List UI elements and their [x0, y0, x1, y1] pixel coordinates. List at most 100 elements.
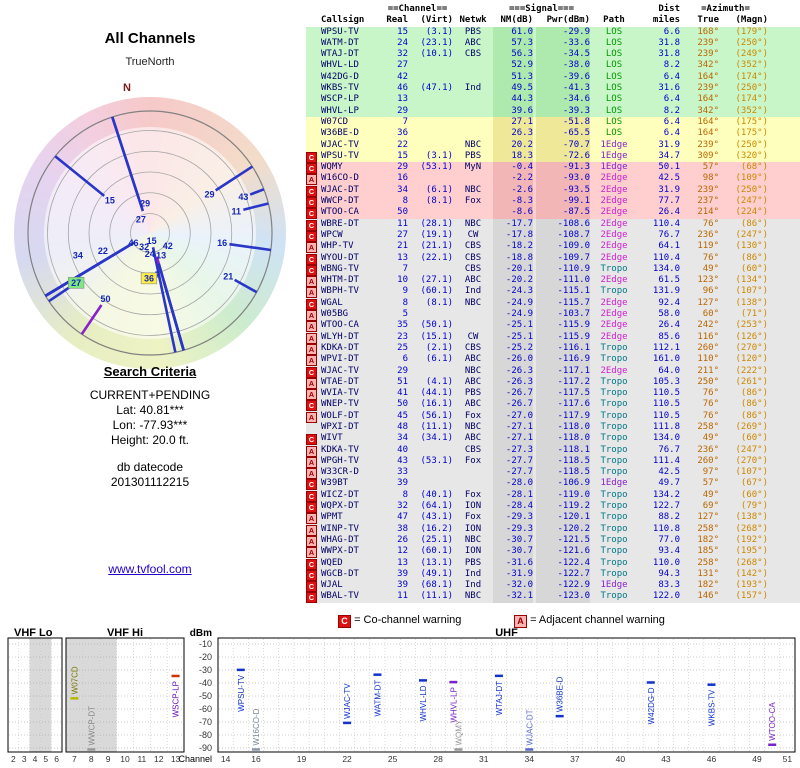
tr-cell: 164°	[697, 116, 719, 127]
callsign-cell[interactable]: W05BG	[321, 309, 349, 320]
callsign-cell[interactable]: WATM-DT	[321, 37, 359, 48]
callsign-cell[interactable]: WHVL-LD	[321, 60, 359, 71]
pw-cell: -111.0	[536, 275, 590, 288]
callsign-cell[interactable]: WSCP-LP	[321, 94, 359, 105]
pw-cell: -93.5	[536, 184, 590, 197]
vi-cell: (28.1)	[420, 218, 453, 229]
table-row: C WJAC-TV 29 NBC -26.3 -117.1 2Edge 64.0 211° (22…	[306, 365, 800, 378]
callsign-cell[interactable]: WPXI-DT	[321, 421, 359, 432]
callsign-cell[interactable]: W07CD	[321, 116, 349, 127]
callsign-cell[interactable]: WINP-TV	[321, 523, 359, 534]
callsign-cell[interactable]: W33CR-D	[321, 467, 359, 478]
callsign-cell[interactable]: WQMY	[321, 162, 343, 173]
callsign-cell[interactable]: W36BE-D	[321, 128, 359, 139]
callsign-cell[interactable]: WPSU-TV	[321, 150, 359, 161]
co-channel-badge: C	[338, 615, 351, 628]
mg-cell: (86°)	[740, 388, 768, 399]
table-row: A WLYH-DT 23 (15.1) CW -25.1 -115.9 2Edge 85.6 11…	[306, 331, 800, 344]
callsign-cell[interactable]: WBAL-TV	[321, 591, 359, 602]
vi-cell: (16.2)	[420, 523, 453, 534]
spectrum-bar	[646, 681, 655, 684]
callsign-cell[interactable]: WPVI-DT	[321, 354, 359, 365]
callsign-cell[interactable]: WPSU-TV	[321, 26, 359, 37]
pw-cell: -117.2	[536, 376, 590, 389]
channel-tick-label: 34	[525, 754, 535, 764]
callsign-cell[interactable]: WQPX-DT	[321, 501, 359, 512]
pw-cell: -109.0	[536, 241, 590, 254]
callsign-cell[interactable]: W39BT	[321, 478, 349, 489]
tvfool-link[interactable]: www.tvfool.com	[108, 562, 192, 576]
co-channel-warning-badge: C	[306, 558, 317, 570]
mi-cell: 110.0	[652, 557, 680, 568]
callsign-cell[interactable]: WWCP-DT	[321, 196, 359, 207]
callsign-cell[interactable]: WHVL-LP	[321, 105, 359, 116]
spectrum-bar	[87, 748, 96, 751]
callsign-cell[interactable]: KDKA-DT	[321, 342, 359, 353]
table-row: C WTOO-CA 50 -8.6 -87.5 2Edge 26.4 214° (224°)	[306, 207, 800, 220]
callsign-cell[interactable]: WWPX-DT	[321, 546, 359, 557]
callsign-cell[interactable]: KDKA-TV	[321, 444, 359, 455]
col-virt: (Virt)	[420, 15, 453, 26]
tr-cell: 76°	[702, 399, 719, 410]
callsign-cell[interactable]: WOLF-DT	[321, 410, 359, 421]
callsign-cell[interactable]: WBPH-TV	[321, 286, 359, 297]
nw-cell: ABC	[464, 376, 482, 387]
table-row: A WTOO-CA 35 (50.1) -25.1 -115.9 2Edge 26.4 242°…	[306, 320, 800, 333]
callsign-cell[interactable]: WLYH-DT	[321, 331, 359, 342]
nm-cell: -28.1	[493, 489, 533, 502]
callsign-cell[interactable]: WVIA-TV	[321, 388, 359, 399]
callsign-cell[interactable]: WBNG-TV	[321, 263, 359, 274]
callsign-cell[interactable]: WJAC-TV	[321, 139, 359, 150]
callsign-cell[interactable]: WBRE-DT	[321, 218, 359, 229]
callsign-cell[interactable]: WQED	[321, 557, 343, 568]
vi-cell: (15.1)	[420, 331, 453, 342]
mi-cell: 134.0	[652, 263, 680, 274]
warning-cell	[306, 140, 318, 151]
table-row: C WJAC-DT 34 (6.1) NBC -2.6 -93.5 2Edge 31.9 239°…	[306, 184, 800, 197]
callsign-cell[interactable]: WTOO-CA	[321, 207, 359, 218]
mg-cell: (224°)	[735, 207, 768, 218]
pa-cell: 2Edge	[600, 207, 628, 218]
vi-cell: (22.1)	[420, 252, 453, 263]
callsign-cell[interactable]: WNEP-TV	[321, 399, 359, 410]
callsign-cell[interactable]: WJAL	[321, 580, 343, 591]
callsign-cell[interactable]: WPMT	[321, 512, 343, 523]
callsign-cell[interactable]: WJAC-TV	[321, 365, 359, 376]
adjacent-channel-badge: A	[514, 615, 527, 628]
mi-cell: 6.4	[663, 116, 680, 127]
vi-cell	[411, 140, 453, 151]
callsign-cell[interactable]: WGCB-DT	[321, 568, 359, 579]
re-cell: 13	[397, 252, 408, 263]
callsign-cell[interactable]: WPCW	[321, 229, 343, 240]
pa-cell: 2Edge	[600, 320, 628, 331]
callsign-cell[interactable]: WIVT	[321, 433, 343, 444]
spectrum-bar	[373, 673, 382, 676]
warning-cell: A	[306, 320, 318, 333]
callsign-cell[interactable]: WTOO-CA	[321, 320, 359, 331]
re-cell: 8	[402, 489, 408, 500]
callsign-cell[interactable]: WTAE-DT	[321, 376, 359, 387]
callsign-cell[interactable]: W16CO-D	[321, 173, 359, 184]
mi-cell: 8.2	[663, 60, 680, 71]
callsign-cell[interactable]: WHTM-DT	[321, 275, 359, 286]
callsign-cell[interactable]: WHP-TV	[321, 241, 354, 252]
callsign-cell[interactable]: WICZ-DT	[321, 489, 359, 500]
callsign-cell[interactable]: WTAJ-DT	[321, 49, 359, 60]
spectrum-panel	[7, 637, 63, 753]
pw-cell: -119.2	[536, 501, 590, 514]
callsign-cell[interactable]: WYOU-DT	[321, 252, 359, 263]
callsign-cell[interactable]: WGAL	[321, 297, 343, 308]
callsign-cell[interactable]: W42DG-D	[321, 71, 359, 82]
pa-cell: LOS	[605, 94, 623, 105]
adjacent-channel-warning-badge: A	[306, 355, 317, 367]
callsign-cell[interactable]: WPGH-TV	[321, 455, 359, 466]
mi-cell: 50.1	[658, 162, 680, 173]
mi-cell: 8.2	[663, 105, 680, 116]
table-row: A WWPX-DT 12 (60.1) ION -30.7 -121.6 Tropo 93.4 1…	[306, 546, 800, 559]
warning-cell: A	[306, 173, 318, 186]
callsign-cell[interactable]: WHAG-DT	[321, 534, 359, 545]
callsign-cell[interactable]: WJAC-DT	[321, 184, 359, 195]
callsign-cell[interactable]: WKBS-TV	[321, 83, 359, 94]
nw-cell	[456, 467, 490, 479]
vi-cell	[411, 94, 453, 105]
